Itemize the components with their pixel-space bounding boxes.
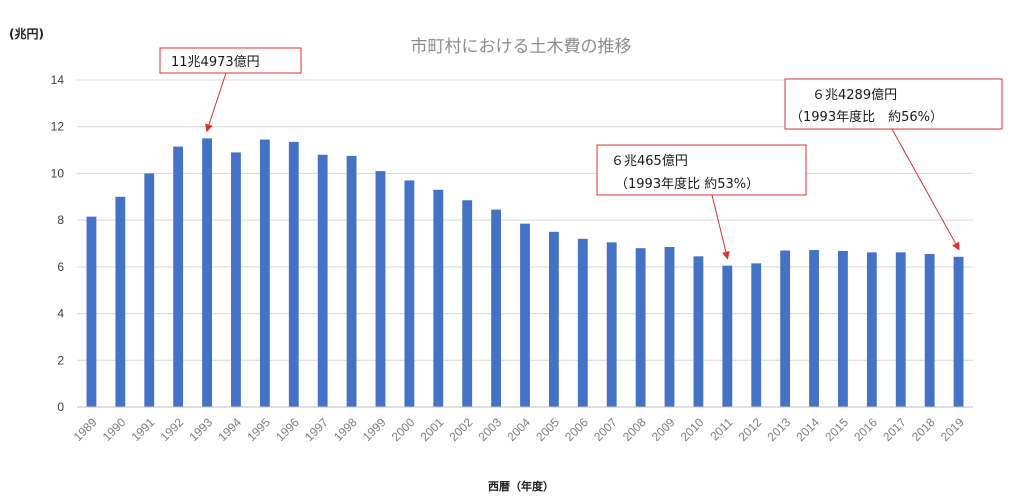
- bar-2006: [577, 238, 588, 407]
- bar-2002: [462, 200, 473, 407]
- bar-1996: [288, 141, 299, 407]
- y-unit-label: (兆円): [9, 26, 44, 41]
- bar-2011: [722, 265, 733, 407]
- x-tick-label: 1998: [331, 415, 360, 444]
- x-tick-label: 2013: [764, 415, 793, 444]
- bar-2008: [635, 248, 646, 407]
- y-tick-label: 6: [57, 260, 64, 274]
- bar-2016: [866, 252, 877, 407]
- x-tick-label: 2004: [504, 415, 533, 444]
- bar-2000: [404, 180, 415, 407]
- bar-2013: [780, 250, 791, 407]
- bar-2017: [895, 252, 906, 407]
- x-tick-label: 1994: [215, 415, 244, 444]
- callout-1993: 11兆4973億円: [159, 47, 302, 133]
- callout-text: （1993年度比 約53%）: [615, 176, 759, 192]
- callout-arrow: [711, 194, 730, 260]
- x-tick-label: 2009: [649, 415, 678, 444]
- x-tick-label: 2002: [447, 415, 476, 444]
- x-tick-label: 2003: [475, 415, 504, 444]
- bar-2018: [924, 254, 935, 407]
- x-tick-label: 1995: [244, 415, 273, 444]
- bar-1992: [173, 146, 184, 407]
- bar-2012: [751, 263, 762, 407]
- callouts: 11兆4973億円 ６兆465億円 （1993年度比 約53%） ６兆4289億円 （1…: [159, 47, 1003, 260]
- bar-2014: [809, 250, 819, 407]
- x-tick-label: 2007: [591, 415, 620, 444]
- bar-1991: [144, 173, 155, 407]
- callout-text: ６兆4289億円: [812, 87, 897, 103]
- x-tick-label: 1991: [129, 415, 158, 444]
- x-tick-label: 2015: [822, 415, 851, 444]
- callout-2019: ６兆4289億円 （1993年度比 約56%）: [784, 78, 1003, 251]
- callout-arrow: [205, 72, 227, 133]
- x-tick-label: 2010: [678, 415, 707, 444]
- chart-title: 市町村における土木費の推移: [411, 37, 632, 57]
- y-tick-label: 0: [57, 400, 64, 414]
- bar-2007: [606, 242, 617, 407]
- bar-2009: [664, 247, 675, 407]
- x-tick-label: 2006: [562, 415, 591, 444]
- bar-1993: [202, 138, 212, 407]
- bar-1990: [115, 196, 126, 407]
- bar-2001: [433, 189, 444, 407]
- x-tick-label: 2008: [620, 415, 649, 444]
- x-tick-label: 1997: [302, 415, 331, 444]
- y-tick-label: 10: [51, 166, 65, 180]
- bar-1994: [231, 152, 241, 407]
- y-tick-label: 8: [57, 213, 64, 227]
- x-axis-label: 西暦（年度）: [488, 479, 554, 493]
- x-tick-label: 2016: [851, 415, 880, 444]
- x-tick-label: 1996: [273, 415, 302, 444]
- x-tick-label: 2017: [880, 415, 909, 444]
- bar-1999: [375, 171, 386, 407]
- x-tick-label: 1992: [158, 415, 187, 444]
- callout-text: 11兆4973億円: [171, 54, 260, 70]
- bar-1995: [259, 139, 270, 407]
- x-tick-label: 2011: [707, 415, 735, 443]
- y-tick-label: 14: [51, 73, 65, 87]
- callout-box: [784, 78, 1003, 130]
- bars: [86, 138, 964, 407]
- bar-2010: [693, 256, 704, 407]
- y-axis-ticks: 0 2 4 6 8 10 12 14: [51, 73, 65, 414]
- x-tick-label: 1989: [71, 415, 100, 444]
- x-tick-label: 2000: [389, 415, 418, 444]
- y-tick-label: 4: [57, 307, 64, 321]
- y-tick-label: 2: [57, 353, 64, 367]
- bar-2004: [520, 223, 530, 407]
- bar-1989: [86, 216, 97, 407]
- bar-1998: [346, 155, 357, 407]
- x-axis-ticks: 1989 1990 1991 1992 1993 1994 1995 1996 1997 1998…: [71, 415, 967, 444]
- bar-2003: [491, 209, 502, 407]
- y-tick-label: 12: [51, 120, 65, 134]
- x-tick-label: 2018: [909, 415, 938, 444]
- callout-box: [159, 47, 302, 74]
- bar-1997: [317, 154, 328, 407]
- callout-box: [596, 144, 807, 196]
- bar-2019: [953, 256, 964, 407]
- callout-arrow: [891, 128, 960, 251]
- x-tick-label: 2014: [793, 415, 822, 444]
- x-tick-label: 1990: [100, 415, 129, 444]
- x-tick-label: 2012: [736, 415, 765, 444]
- x-tick-label: 2001: [418, 415, 447, 444]
- callout-text: ６兆465億円: [611, 153, 688, 169]
- callout-text: （1993年度比 約56%）: [790, 109, 943, 125]
- x-tick-label: 2005: [533, 415, 562, 444]
- bar-2005: [548, 231, 559, 407]
- x-tick-label: 1993: [186, 415, 215, 444]
- x-tick-label: 1999: [360, 415, 389, 444]
- bar-2015: [838, 250, 848, 407]
- x-tick-label: 2019: [938, 415, 967, 444]
- callout-2011: ６兆465億円 （1993年度比 約53%）: [596, 144, 807, 260]
